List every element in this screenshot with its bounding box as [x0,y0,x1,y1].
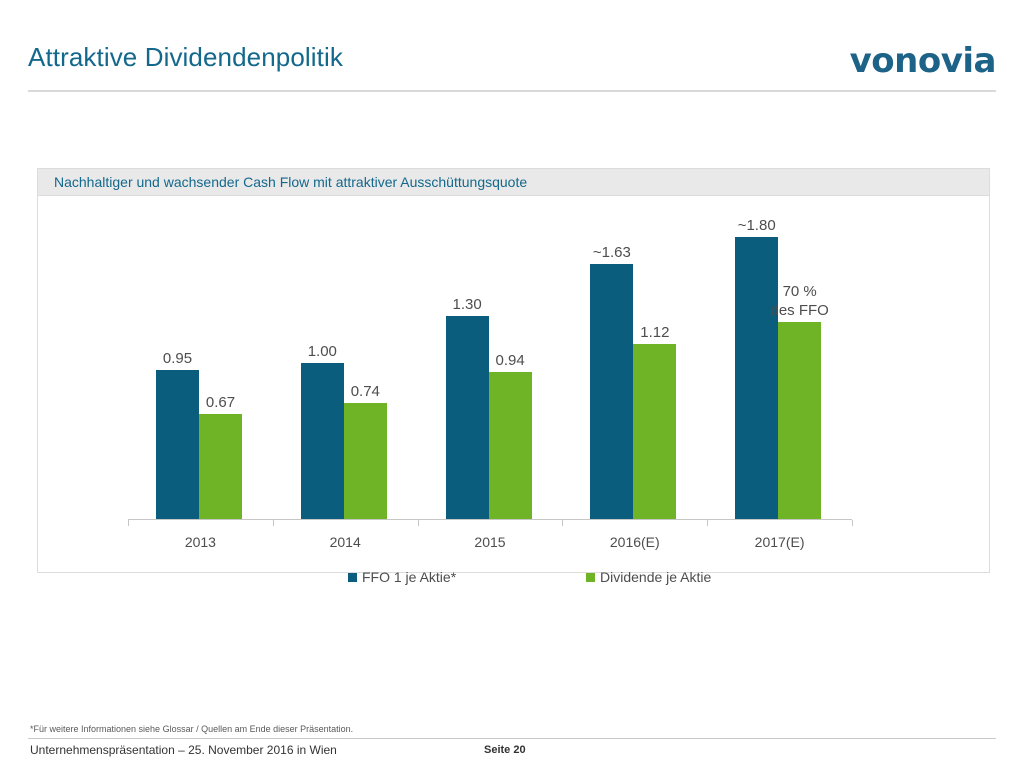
x-axis-category-label: 2014 [329,534,361,550]
bar-value-label: 0.94 [495,351,525,369]
footer-page-number: Seite 20 [484,744,526,756]
bar-group: 1.00 0.74 2014 [273,207,418,550]
content-card: Nachhaltiger und wachsender Cash Flow mi… [37,168,990,585]
card-header-title: Nachhaltiger und wachsender Cash Flow mi… [54,174,528,190]
bar-value-label: 0.74 [350,383,380,401]
x-axis-category-label: 2013 [184,534,216,550]
card-header: Nachhaltiger und wachsender Cash Flow mi… [38,169,989,196]
page-title: Attraktive Dividendenpolitik [28,42,343,72]
bar-group: 0.95 0.67 2013 [128,207,273,550]
x-axis-category-label: 2016(E) [609,534,660,550]
bar-ffo[interactable] [590,263,634,519]
x-axis-tick [273,520,274,526]
bar-value-label: 1.12 [640,323,670,341]
bar-value-label: 1.00 [307,342,337,360]
chart-plot-area: 0.95 0.67 2013 1.00 0.74 2014 1.30 0.94 2015 ~1.6… [128,207,853,550]
x-axis-line [128,519,852,520]
x-axis-tick [128,520,129,526]
footnote: *Für weitere Informationen siehe Glossar… [30,724,354,734]
x-axis-tick [707,520,708,526]
vonovia-logo: vonovia [849,41,997,81]
bar-value-label: 1.30 [452,295,482,313]
bar-chart: 0.95 0.67 2013 1.00 0.74 2014 1.30 0.94 2015 ~1.6… [38,197,989,585]
x-axis-tick [852,520,853,526]
x-axis-tick [562,520,563,526]
bar-dividende[interactable] [633,343,677,519]
legend-label: Dividende je Aktie [600,569,712,585]
footer-presentation-title: Unternehmenspräsentation – 25. November … [30,743,337,757]
bar-ffo[interactable] [300,362,344,519]
legend-item[interactable]: Dividende je Aktie [586,569,711,585]
header-divider [28,90,996,92]
bar-value-label: ~1.80 [737,217,776,235]
bar-dividende[interactable] [778,321,822,519]
bar-value-label: 0.67 [205,394,236,412]
legend-label: FFO 1 je Aktie* [362,569,457,585]
x-axis-category-label: 2015 [474,534,506,550]
bar-ffo[interactable] [156,370,199,519]
bar-dividende[interactable] [343,403,387,519]
bar-dividende[interactable] [488,371,532,519]
x-axis-tick [418,520,419,526]
bar-value-label: 70 % des FFO [770,282,829,319]
bar-group: 1.30 0.94 2015 [418,207,563,550]
bar-value-label: ~1.63 [592,243,631,261]
legend-item[interactable]: FFO 1 je Aktie* [348,569,456,585]
bar-group: ~1.80 70 % des FFO 2017(E) [707,207,852,550]
bar-ffo[interactable] [445,315,489,519]
footer-divider [28,738,996,739]
bar-dividende[interactable] [199,414,242,519]
chart-legend: FFO 1 je Aktie* Dividende je Aktie [38,569,989,589]
legend-swatch-icon [348,572,357,582]
bar-value-label: 0.95 [162,350,193,368]
bar-ffo[interactable] [735,237,779,519]
bar-group: ~1.63 1.12 2016(E) [562,207,707,550]
legend-swatch-icon [586,572,595,582]
x-axis-category-label: 2017(E) [754,534,805,550]
